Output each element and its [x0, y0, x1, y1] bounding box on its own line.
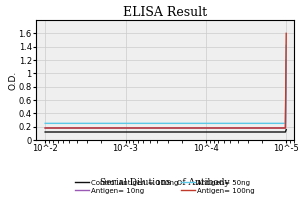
Antigen= 100ng — [247, 127, 250, 129]
Antigen= 100ng — [284, 32, 288, 35]
Control Antigen = 100ng — [44, 131, 47, 133]
Title: ELISA Result: ELISA Result — [123, 6, 207, 19]
Antigen= 50ng — [284, 44, 288, 47]
Control Antigen = 100ng — [284, 128, 288, 131]
Antigen= 10ng — [186, 127, 190, 129]
Antigen= 10ng — [187, 127, 190, 129]
Antigen= 50ng — [262, 122, 266, 125]
Antigen= 10ng — [262, 127, 266, 129]
Antigen= 50ng — [187, 122, 190, 125]
Line: Antigen= 100ng: Antigen= 100ng — [45, 33, 286, 128]
Legend: Control Antigen = 100ng, Antigen= 10ng, Antigen= 50ng, Antigen= 100ng: Control Antigen = 100ng, Antigen= 10ng, … — [72, 177, 258, 197]
Y-axis label: O.D.: O.D. — [8, 70, 17, 90]
Antigen= 50ng — [44, 122, 48, 125]
Control Antigen = 100ng — [186, 131, 190, 133]
Antigen= 50ng — [191, 122, 194, 125]
Antigen= 100ng — [191, 127, 194, 129]
Antigen= 100ng — [44, 127, 48, 129]
Antigen= 50ng — [247, 122, 250, 125]
Antigen= 10ng — [44, 127, 48, 129]
Control Antigen = 100ng — [191, 131, 194, 133]
Antigen= 100ng — [44, 127, 47, 129]
Control Antigen = 100ng — [247, 131, 250, 133]
Text: Serial Dilutions  of Antibody: Serial Dilutions of Antibody — [100, 178, 230, 187]
Antigen= 50ng — [186, 122, 190, 125]
Control Antigen = 100ng — [44, 131, 48, 133]
Antigen= 10ng — [44, 127, 47, 129]
Antigen= 50ng — [44, 122, 47, 125]
Antigen= 100ng — [187, 127, 190, 129]
Control Antigen = 100ng — [262, 131, 266, 133]
Antigen= 10ng — [191, 127, 194, 129]
Antigen= 100ng — [262, 127, 266, 129]
Line: Control Antigen = 100ng: Control Antigen = 100ng — [45, 130, 286, 132]
Control Antigen = 100ng — [187, 131, 190, 133]
Line: Antigen= 50ng: Antigen= 50ng — [45, 45, 286, 123]
Antigen= 10ng — [247, 127, 250, 129]
Antigen= 10ng — [284, 59, 288, 61]
Antigen= 100ng — [186, 127, 190, 129]
Line: Antigen= 10ng: Antigen= 10ng — [45, 60, 286, 128]
